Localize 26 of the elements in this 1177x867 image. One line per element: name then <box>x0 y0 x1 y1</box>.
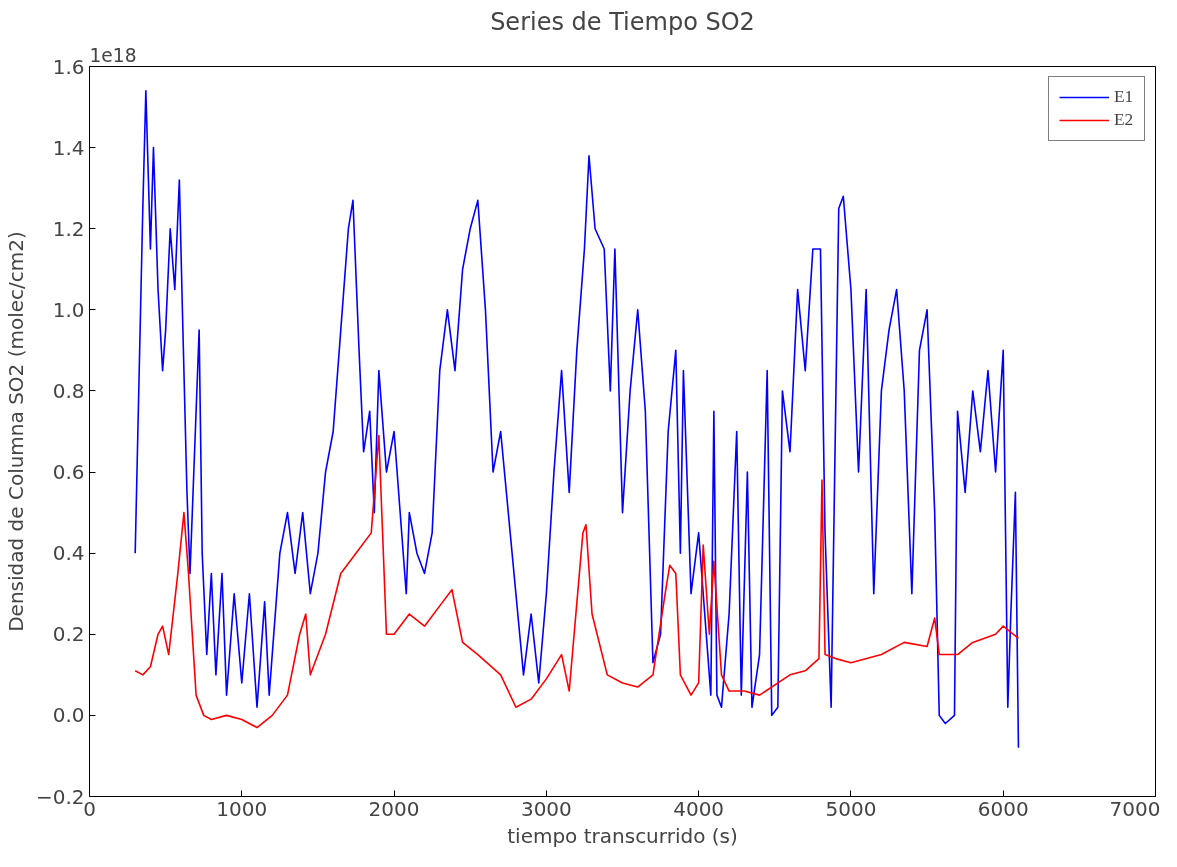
y-tick-label: 0.6 <box>52 460 85 485</box>
y-tick-label: 1.6 <box>52 54 85 79</box>
y-tick-label: 1.2 <box>52 216 85 241</box>
line-series <box>134 90 1020 749</box>
chart-title: Series de Tiempo SO2 <box>490 7 755 36</box>
line-series <box>134 434 1020 729</box>
y-axis-title: Densidad de Columna SO2 (molec/cm2) <box>3 231 28 632</box>
y-tick-label: 0.4 <box>52 541 85 566</box>
y-tick-label: −0.2 <box>35 784 85 809</box>
x-tick-label: 3000 <box>520 796 572 821</box>
y-tick-label: 0.0 <box>52 703 85 728</box>
x-tick-label: 1000 <box>216 796 268 821</box>
x-tick-label: 2000 <box>368 796 420 821</box>
y-tick-label: 0.8 <box>52 378 85 403</box>
x-tick-label: 4000 <box>673 796 725 821</box>
x-tick-label: 0 <box>83 796 96 821</box>
y-tick-label: 1.4 <box>52 135 85 160</box>
y-tick-label: 0.2 <box>52 622 85 647</box>
x-tick-label: 7000 <box>1109 796 1161 821</box>
x-tick-label: 6000 <box>977 796 1029 821</box>
y-tick-label: 1.0 <box>52 297 85 322</box>
text: 1e18 <box>89 44 137 66</box>
x-axis-title: tiempo transcurrido (s) <box>507 823 738 848</box>
legend-label: E2 <box>1114 110 1134 130</box>
legend-label: E1 <box>1114 87 1134 107</box>
x-tick-label: 5000 <box>825 796 877 821</box>
